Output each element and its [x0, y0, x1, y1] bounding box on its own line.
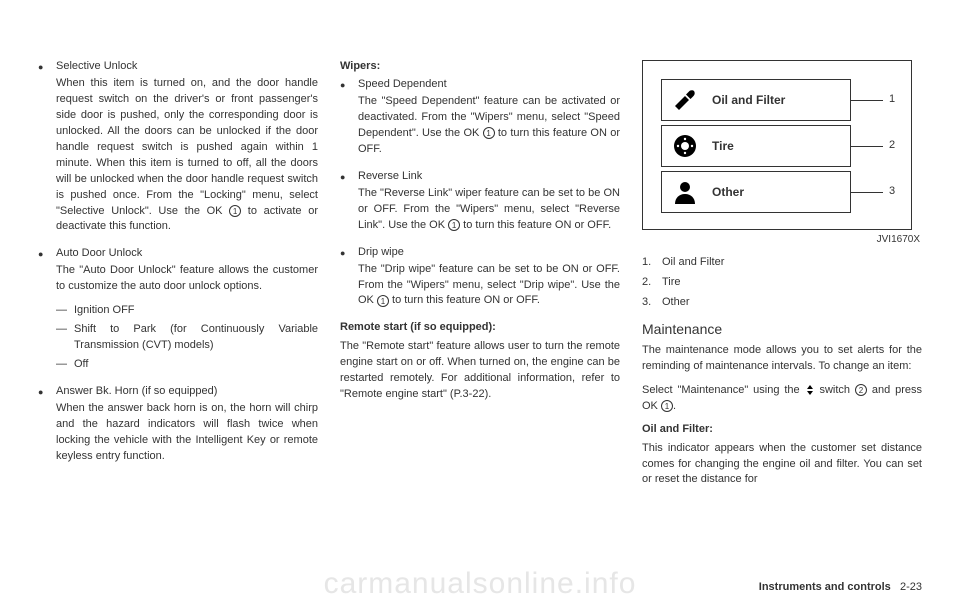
item-body: The "Reverse Link" wiper feature can be …	[358, 186, 620, 234]
legend-list: 1.Oil and Filter 2.Tire 3.Other	[642, 255, 922, 311]
item-title: Reverse Link	[358, 170, 620, 182]
item-body: When this item is turned on, and the doo…	[56, 76, 318, 235]
bullet-icon: ●	[340, 78, 358, 166]
list-item: ● Reverse Link The "Reverse Link" wiper …	[340, 170, 620, 242]
circled-two-icon: 2	[855, 384, 867, 396]
sub-item: —Ignition OFF	[56, 303, 318, 319]
list-item: ● Answer Bk. Horn (if so equipped) When …	[38, 385, 318, 473]
bullet-icon: ●	[38, 247, 56, 381]
remote-start-body: The "Remote start" feature allows user t…	[340, 339, 620, 403]
circled-one-icon: 1	[661, 400, 673, 412]
diagram-number: 2	[889, 139, 895, 151]
wipers-heading: Wipers:	[340, 60, 620, 72]
circled-one-icon: 1	[483, 127, 495, 139]
bullet-icon: ●	[38, 385, 56, 473]
oil-filter-body: This indicator appears when the customer…	[642, 441, 922, 489]
item-body: The "Drip wipe" feature can be set to be…	[358, 262, 620, 310]
select-instruction: Select "Maintenance" using the switch 2 …	[642, 383, 922, 415]
footer-section: Instruments and controls	[759, 581, 891, 593]
diagram-label: Other	[712, 185, 744, 199]
list-item: ● Auto Door Unlock The "Auto Door Unlock…	[38, 247, 318, 381]
leader-line	[851, 146, 883, 147]
person-icon	[672, 179, 698, 205]
item-title: Selective Unlock	[56, 60, 318, 72]
list-item: ● Speed Dependent The "Speed Dependent" …	[340, 78, 620, 166]
diagram-code: JVI1670X	[642, 234, 920, 245]
item-body: When the answer back horn is on, the hor…	[56, 401, 318, 465]
maintenance-heading: Maintenance	[642, 321, 922, 337]
diagram-label: Oil and Filter	[712, 93, 785, 107]
wrench-icon	[672, 87, 698, 113]
watermark: carmanualsonline.info	[324, 567, 637, 601]
item-title: Auto Door Unlock	[56, 247, 318, 259]
circled-one-icon: 1	[377, 295, 389, 307]
list-item: ● Drip wipe The "Drip wipe" feature can …	[340, 246, 620, 318]
diagram-label: Tire	[712, 139, 734, 153]
column-1: ● Selective Unlock When this item is tur…	[38, 60, 318, 496]
maintenance-diagram: Oil and Filter Tire Other 1 2 3	[642, 60, 912, 230]
remote-start-heading: Remote start (if so equipped):	[340, 321, 620, 333]
sub-item: —Off	[56, 357, 318, 373]
sub-item: —Shift to Park (for Continuously Variabl…	[56, 322, 318, 354]
diagram-row-oil: Oil and Filter	[661, 79, 851, 121]
arrow-switch-icon	[805, 385, 815, 395]
bullet-icon: ●	[340, 246, 358, 318]
item-title: Drip wipe	[358, 246, 620, 258]
page-footer: Instruments and controls 2-23	[759, 581, 922, 593]
item-body: The "Speed Dependent" feature can be act…	[358, 94, 620, 158]
tire-icon	[672, 133, 698, 159]
diagram-row-tire: Tire	[661, 125, 851, 167]
bullet-icon: ●	[340, 170, 358, 242]
legend-item: 3.Other	[642, 295, 922, 311]
diagram-row-other: Other	[661, 171, 851, 213]
legend-item: 2.Tire	[642, 275, 922, 291]
sub-list: —Ignition OFF —Shift to Park (for Contin…	[56, 303, 318, 373]
item-title: Speed Dependent	[358, 78, 620, 90]
item-body: The "Auto Door Unlock" feature allows th…	[56, 263, 318, 295]
leader-line	[851, 100, 883, 101]
footer-page: 2-23	[900, 581, 922, 593]
diagram-number: 1	[889, 93, 895, 105]
circled-one-icon: 1	[448, 219, 460, 231]
oil-filter-heading: Oil and Filter:	[642, 423, 922, 435]
list-item: ● Selective Unlock When this item is tur…	[38, 60, 318, 243]
column-2: Wipers: ● Speed Dependent The "Speed Dep…	[340, 60, 620, 496]
leader-line	[851, 192, 883, 193]
page-columns: ● Selective Unlock When this item is tur…	[38, 60, 922, 496]
circled-one-icon: 1	[229, 205, 241, 217]
item-title: Answer Bk. Horn (if so equipped)	[56, 385, 318, 397]
column-3: Oil and Filter Tire Other 1 2 3 JVI1670X	[642, 60, 922, 496]
legend-item: 1.Oil and Filter	[642, 255, 922, 271]
maintenance-body: The maintenance mode allows you to set a…	[642, 343, 922, 375]
diagram-number: 3	[889, 185, 895, 197]
bullet-icon: ●	[38, 60, 56, 243]
